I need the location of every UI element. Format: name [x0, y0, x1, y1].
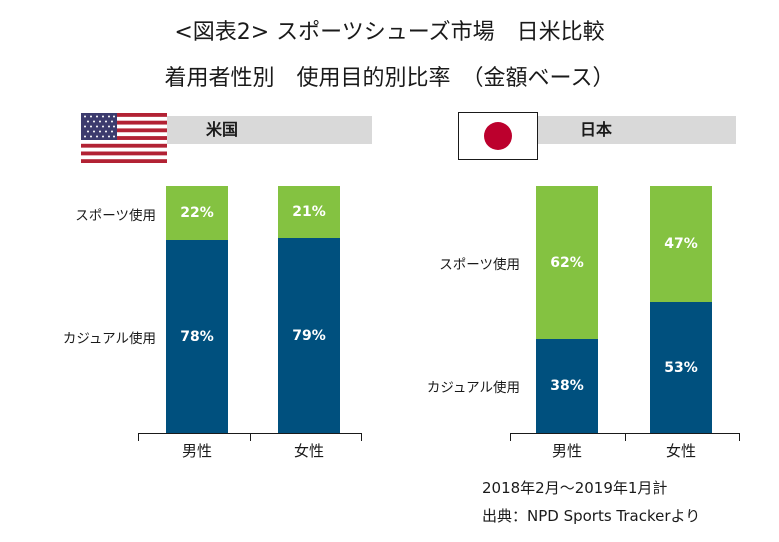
jp-bar-female-casual: 53%	[650, 302, 712, 433]
jp-x-axis-tick	[625, 433, 626, 441]
jp-flag-icon	[458, 112, 538, 160]
us-bar-male-casual: 78%	[166, 240, 228, 433]
us-x-axis-tick	[250, 433, 251, 441]
us-value-label-female-sport: 21%	[292, 204, 326, 220]
us-bar-female-casual: 79%	[278, 238, 340, 433]
us-value-label-male-casual: 78%	[180, 328, 214, 345]
us-value-label-male-sport: 22%	[180, 205, 214, 221]
jp-x-label-male: 男性	[551, 442, 582, 460]
us-panel-title: 米国	[206, 120, 239, 139]
us-series-label-casual: カジュアル使用	[62, 331, 156, 347]
period-note: 2018年2月～2019年1月計	[482, 479, 668, 497]
us-x-axis-tick	[138, 433, 139, 441]
jp-x-label-female: 女性	[665, 442, 696, 460]
us-series-label-sport: スポーツ使用	[75, 208, 156, 224]
jp-value-label-female-casual: 53%	[664, 359, 698, 376]
jp-x-axis-tick	[510, 433, 511, 441]
chart-title: <図表2> スポーツシューズ市場 日米比較	[174, 20, 605, 45]
us-value-label-female-casual: 79%	[292, 327, 326, 344]
jp-bar-male-sport: 62%	[536, 186, 598, 339]
source-note: 出典：NPD Sports Trackerより	[482, 507, 701, 525]
jp-x-axis-tick	[739, 433, 740, 441]
jp-bar-female-sport: 47%	[650, 186, 712, 302]
us-x-axis-tick	[361, 433, 362, 441]
us-bar-female-sport: 21%	[278, 186, 340, 238]
jp-bar-male-casual: 38%	[536, 339, 598, 433]
chart-subtitle: 着用者性別 使用目的別比率 （金額ベース）	[164, 66, 615, 91]
jp-value-label-male-sport: 62%	[550, 254, 584, 271]
jp-series-label-sport: スポーツ使用	[439, 257, 520, 273]
us-bar-male-sport: 22%	[166, 186, 228, 240]
jp-panel-title: 日本	[580, 120, 613, 139]
jp-series-label-casual: カジュアル使用	[426, 380, 520, 396]
jp-value-label-female-sport: 47%	[664, 236, 698, 252]
us-flag-icon	[81, 113, 167, 163]
us-x-label-female: 女性	[293, 442, 324, 460]
us-x-label-male: 男性	[181, 442, 212, 460]
jp-value-label-male-casual: 38%	[550, 378, 584, 394]
